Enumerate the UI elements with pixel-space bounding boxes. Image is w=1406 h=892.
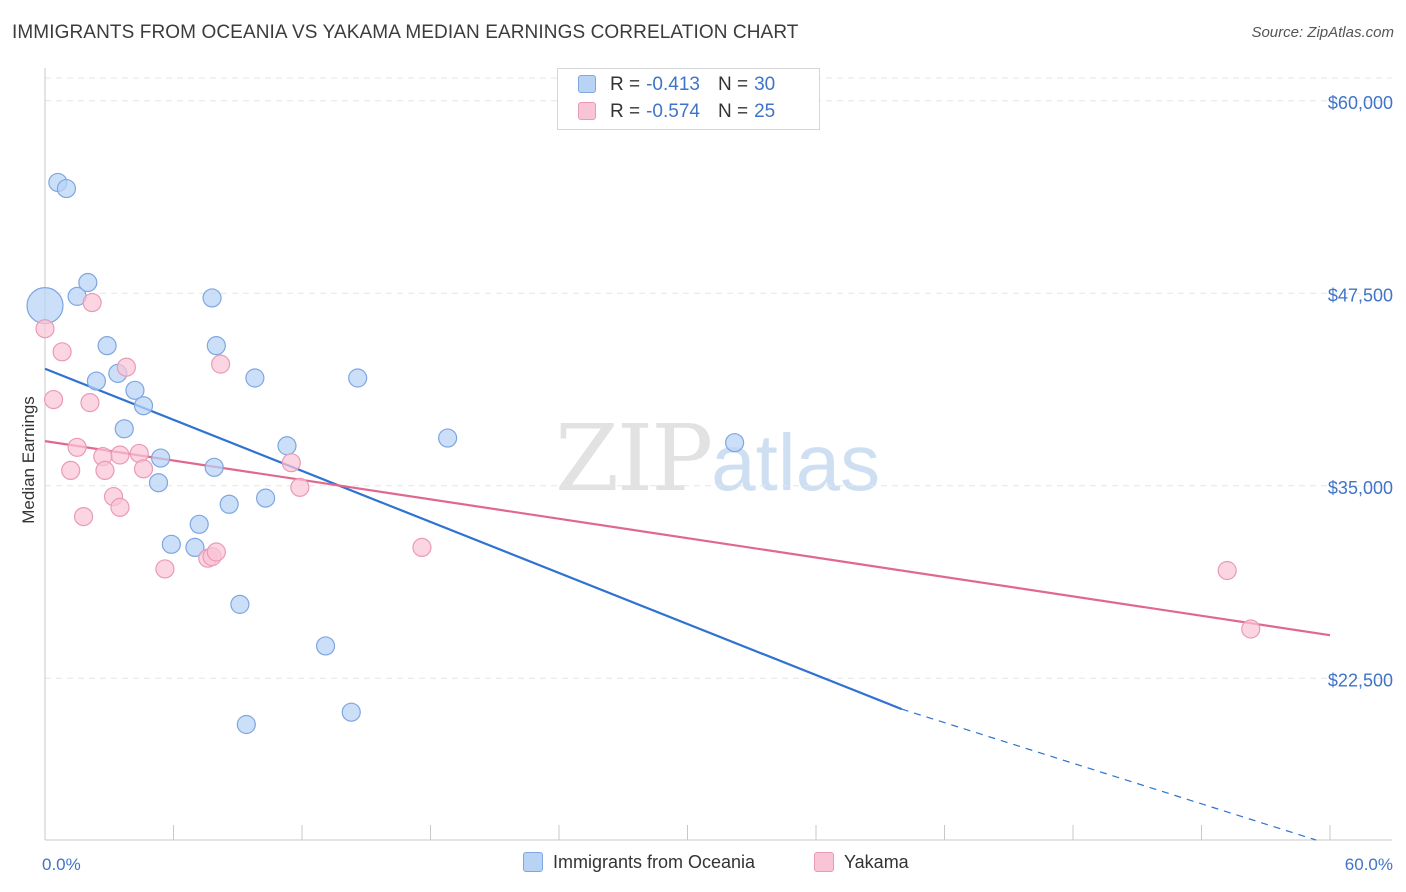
point-yakama [133, 459, 154, 479]
point-oceania [202, 288, 222, 308]
point-yakama [1241, 619, 1261, 639]
legend-row-yakama: R = -0.574 N = 25 [578, 101, 775, 127]
legend-n-label: N = [717, 74, 749, 95]
point-oceania [219, 494, 239, 514]
chart-title: IMMIGRANTS FROM OCEANIA VS YAKAMA MEDIAN… [12, 22, 799, 43]
point-oceania [315, 636, 336, 656]
point-yakama [116, 357, 136, 377]
point-oceania [133, 396, 154, 416]
point-oceania [204, 457, 224, 477]
legend-swatch-pink [578, 102, 596, 120]
legend-row-oceania: R = -0.413 N = 30 [578, 74, 775, 100]
point-oceania [245, 368, 265, 388]
point-yakama [80, 393, 100, 413]
point-oceania [97, 336, 117, 356]
point-yakama [155, 559, 175, 579]
axes [44, 68, 1392, 841]
point-yakama [61, 460, 81, 480]
y-tick-label: $47,500 [1328, 285, 1393, 305]
point-yakama [290, 477, 310, 497]
point-oceania [348, 368, 368, 388]
point-oceania [189, 514, 209, 534]
point-oceania [277, 436, 297, 456]
legend-item-yakama: Yakama [814, 852, 909, 873]
source-label: Source: ZipAtlas.com [1251, 24, 1394, 41]
point-oceania [161, 534, 181, 554]
point-yakama [206, 542, 226, 562]
point-oceania [255, 488, 276, 508]
legend-label-yakama: Yakama [844, 852, 909, 872]
point-oceania [151, 448, 171, 468]
series-legend: Immigrants from Oceania Yakama [0, 852, 1406, 876]
watermark: ZIPatlas [555, 405, 880, 512]
trend-lines [44, 367, 1331, 841]
point-yakama [110, 445, 130, 465]
tick-labels: $22,500 $35,000 $47,500 $60,000 0.0% 60.0% [42, 93, 1393, 874]
point-oceania [78, 272, 98, 293]
point-yakama [110, 497, 130, 517]
watermark-atlas: atlas [711, 418, 881, 507]
trend-line-oceania [44, 367, 903, 711]
watermark-zip: ZIP [555, 405, 713, 512]
point-oceania [26, 287, 64, 325]
point-yakama [82, 292, 102, 313]
point-oceania [438, 428, 458, 448]
y-tick-label: $35,000 [1328, 478, 1393, 498]
point-oceania [56, 178, 77, 199]
legend-r-label: R = [610, 74, 641, 95]
correlation-legend: R = -0.413 N = 30 R = -0.574 N = 25 [557, 68, 820, 130]
point-oceania [114, 419, 134, 439]
legend-r-label: R = [610, 101, 641, 122]
y-tick-label: $22,500 [1328, 670, 1393, 690]
y-axis-label: Median Earnings [19, 396, 38, 524]
x-tick-label: 0.0% [42, 855, 81, 874]
legend-label-oceania: Immigrants from Oceania [553, 852, 756, 872]
legend-swatch-blue [578, 75, 596, 93]
legend-n-label: N = [717, 101, 749, 122]
point-yakama [43, 389, 64, 410]
trend-line-oceania-extension [901, 708, 1317, 841]
point-oceania [206, 336, 226, 356]
point-yakama [73, 506, 94, 527]
point-oceania [185, 537, 205, 558]
point-yakama [1217, 560, 1237, 581]
point-oceania [148, 473, 169, 493]
y-tick-label: $60,000 [1328, 93, 1393, 113]
point-yakama [412, 537, 432, 558]
point-yakama [281, 453, 301, 473]
legend-n-value: 25 [754, 101, 776, 122]
point-yakama [211, 354, 231, 374]
point-oceania [86, 371, 107, 391]
point-yakama [35, 319, 55, 339]
legend-swatch-blue [523, 852, 543, 872]
legend-swatch-pink [814, 852, 834, 872]
point-oceania [125, 380, 145, 400]
legend-n-value: 30 [754, 74, 776, 95]
legend-r-value: -0.574 [646, 101, 700, 122]
point-yakama [52, 342, 72, 362]
point-yakama [67, 437, 87, 457]
point-yakama [95, 460, 115, 480]
point-oceania [236, 714, 256, 735]
legend-r-value: -0.413 [646, 74, 700, 95]
x-tick-label: 60.0% [1345, 855, 1393, 874]
point-oceania [341, 702, 361, 722]
trend-line-yakama [44, 440, 1331, 637]
data-points [26, 172, 1261, 735]
legend-item-oceania: Immigrants from Oceania [523, 852, 755, 873]
point-oceania [725, 433, 745, 453]
point-oceania [230, 594, 250, 614]
